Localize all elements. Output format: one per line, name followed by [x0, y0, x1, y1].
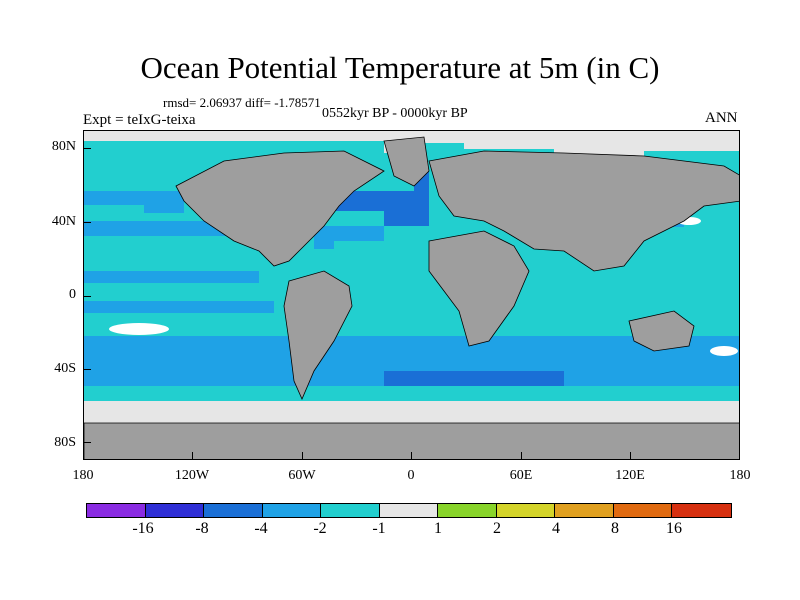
season-label: ANN — [705, 110, 738, 126]
colorbar-swatch — [613, 504, 672, 517]
colorbar — [86, 503, 732, 518]
north-pacific-band — [84, 191, 184, 213]
antarctic-ice — [84, 401, 739, 423]
lon-label: 120W — [174, 468, 210, 483]
colorbar-label: 8 — [611, 520, 619, 537]
equatorial-band — [84, 271, 259, 283]
southern-dark-band — [384, 371, 564, 386]
lon-label: 180 — [729, 468, 751, 483]
colorbar-label: -2 — [313, 520, 327, 537]
south-east-patch — [710, 346, 738, 356]
antarctica — [84, 422, 739, 459]
lat-tick — [83, 222, 91, 223]
north-america — [175, 150, 385, 267]
colorbar-swatch — [145, 504, 204, 517]
colorbar-label: -4 — [254, 520, 268, 537]
colorbar-swatch — [87, 504, 146, 517]
colorbar-swatch — [204, 504, 263, 517]
colorbar-label: 2 — [493, 520, 501, 537]
south-pacific-patch — [109, 323, 169, 335]
lat-label: 0 — [69, 287, 76, 302]
southern-ocean-band — [84, 336, 739, 386]
lon-tick — [411, 452, 412, 460]
period-label: 0552kyr BP - 0000kyr BP — [322, 106, 468, 121]
lon-tick — [521, 452, 522, 460]
lat-tick — [83, 296, 91, 297]
lat-label: 40N — [51, 214, 76, 229]
south-america — [283, 270, 353, 400]
south-pacific-band-1 — [84, 301, 274, 313]
world-map — [84, 131, 739, 459]
colorbar-label: -1 — [372, 520, 386, 537]
colorbar-swatch — [262, 504, 321, 517]
eurasia — [428, 150, 739, 272]
lat-tick — [83, 369, 91, 370]
experiment-label: Expt = teIxG-teixa — [83, 112, 196, 128]
lat-label: 40S — [54, 361, 76, 376]
lon-label: 180 — [72, 468, 94, 483]
colorbar-swatch — [379, 504, 438, 517]
colorbar-swatch — [321, 504, 380, 517]
colorbar-label: 4 — [552, 520, 560, 537]
lat-tick — [83, 148, 91, 149]
lon-label: 0 — [407, 468, 415, 483]
colorbar-label: -8 — [195, 520, 209, 537]
africa — [428, 230, 530, 347]
lon-tick — [630, 452, 631, 460]
lon-label: 60E — [509, 468, 533, 483]
greenland — [383, 136, 430, 187]
colorbar-swatch — [438, 504, 497, 517]
lon-tick — [192, 452, 193, 460]
lat-tick — [83, 442, 91, 443]
map-panel — [83, 130, 740, 460]
north-atlantic-band — [284, 171, 429, 226]
australia — [628, 310, 695, 352]
colorbar-label: -16 — [132, 520, 154, 537]
stats-label: rmsd= 2.06937 diff= -1.78571 — [163, 95, 321, 110]
atlantic-light-band — [314, 226, 384, 249]
lon-tick — [302, 452, 303, 460]
colorbar-label: 16 — [666, 520, 682, 537]
colorbar-label: 1 — [434, 520, 442, 537]
colorbar-swatch — [555, 504, 614, 517]
map-title: Ocean Potential Temperature at 5m (in C) — [140, 50, 660, 85]
lat-label: 80N — [51, 139, 76, 154]
lon-label: 120E — [615, 468, 645, 483]
colorbar-swatch — [672, 504, 731, 517]
lon-label: 60W — [288, 468, 316, 483]
colorbar-swatch — [496, 504, 555, 517]
lat-label: 80S — [54, 435, 76, 450]
